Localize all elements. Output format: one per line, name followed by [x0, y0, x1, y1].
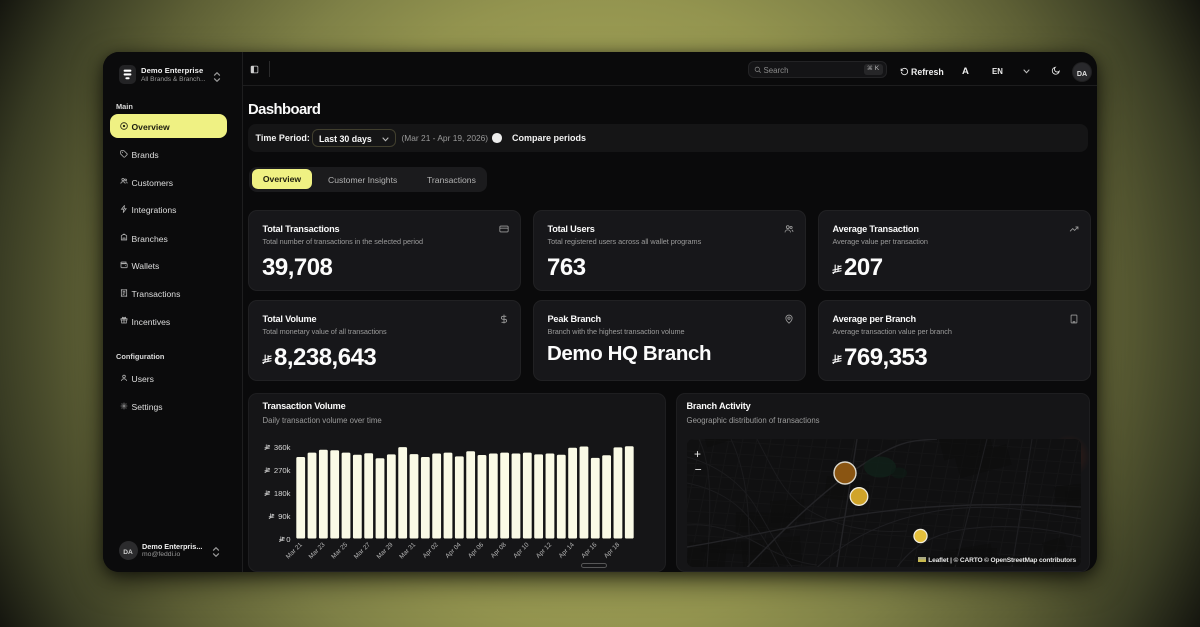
svg-text:Apr 12: Apr 12	[534, 541, 553, 560]
svg-text:Apr 10: Apr 10	[512, 541, 531, 560]
svg-text:+: +	[694, 447, 701, 461]
svg-text:Apr 16: Apr 16	[580, 541, 599, 560]
svg-text:180k: 180k	[273, 489, 290, 498]
svg-text:Mar 23: Mar 23	[307, 541, 326, 560]
svg-text:Mar 31: Mar 31	[398, 541, 417, 560]
svg-text:Mar 21: Mar 21	[284, 541, 303, 560]
svg-text:Apr 04: Apr 04	[444, 541, 463, 560]
svg-text:0: 0	[286, 535, 290, 544]
svg-text:Mar 29: Mar 29	[375, 541, 394, 560]
svg-text:Apr 02: Apr 02	[421, 541, 440, 560]
svg-text:Apr 06: Apr 06	[466, 541, 485, 560]
svg-text:Apr 08: Apr 08	[489, 541, 508, 560]
svg-text:−: −	[694, 462, 701, 476]
svg-text:Mar 25: Mar 25	[330, 541, 349, 560]
svg-text:Apr 14: Apr 14	[557, 541, 576, 560]
svg-text:360k: 360k	[273, 443, 290, 452]
svg-text:Mar 27: Mar 27	[352, 541, 371, 560]
svg-text:270k: 270k	[273, 466, 290, 475]
svg-text:90k: 90k	[278, 512, 291, 521]
svg-text:Apr 18: Apr 18	[602, 541, 621, 560]
